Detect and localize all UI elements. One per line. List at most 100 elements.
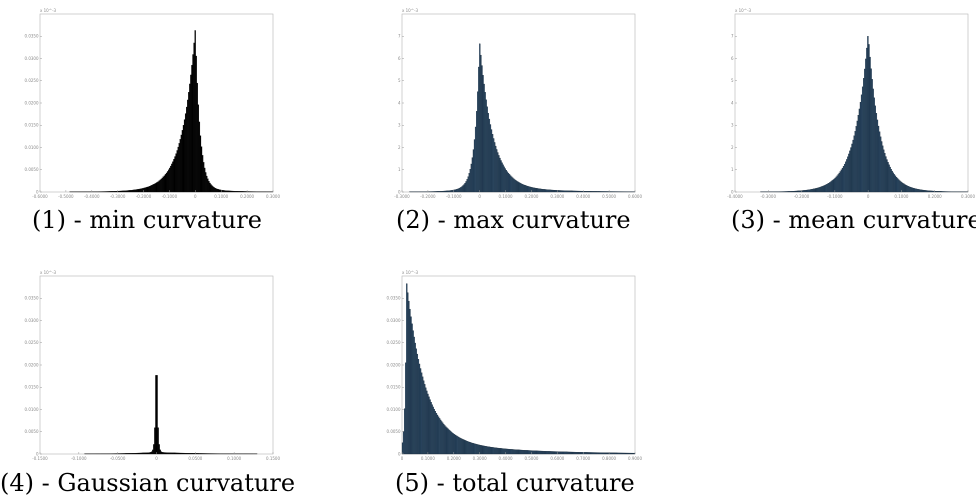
histogram-bar	[884, 153, 885, 192]
histogram-bar	[493, 447, 494, 454]
histogram-bar	[569, 191, 570, 192]
histogram-bar	[454, 190, 455, 192]
histogram-bar	[859, 109, 860, 192]
histogram-bar	[893, 173, 894, 192]
histogram-bar	[235, 191, 236, 192]
histogram-bar	[543, 189, 544, 192]
histogram-bar	[817, 188, 818, 192]
histogram-bar	[627, 453, 628, 454]
histogram-bar	[810, 189, 811, 192]
axis-exponent-label: x 10^-3	[40, 270, 57, 275]
histogram-bar	[610, 191, 611, 192]
histogram-bar	[159, 181, 160, 192]
histogram-bar	[162, 178, 163, 192]
histogram-bar	[945, 191, 946, 192]
histogram-bar	[204, 168, 205, 192]
histogram-bar	[508, 173, 509, 192]
histogram-bar	[523, 185, 524, 192]
histogram-bar	[537, 188, 538, 192]
histogram-bar	[580, 191, 581, 192]
histogram-bar	[585, 191, 586, 192]
histogram-bar	[135, 190, 136, 192]
x-tick-label: 0.4000	[499, 456, 513, 461]
histogram-bar	[588, 452, 589, 454]
histogram-bar	[442, 423, 443, 454]
histogram-bar	[839, 173, 840, 192]
histogram-bar	[137, 453, 138, 454]
histogram-bar	[564, 191, 565, 192]
histogram-bar	[795, 191, 796, 192]
histogram-bar	[451, 432, 452, 454]
y-tick-label: 0.0150	[25, 385, 39, 390]
y-tick-label: 4	[731, 100, 734, 105]
histogram-bar	[551, 190, 552, 192]
histogram-bar	[458, 189, 459, 192]
histogram-bar	[560, 452, 561, 454]
histogram-bar	[440, 191, 441, 192]
histogram-bar	[535, 188, 536, 192]
histogram-bar	[133, 453, 134, 454]
histogram-bar	[864, 69, 865, 192]
histogram-bar	[598, 453, 599, 454]
histogram-bar	[444, 425, 445, 454]
histogram-bar	[179, 453, 180, 454]
histogram-bar	[148, 453, 149, 454]
histogram-bar	[169, 168, 170, 192]
histogram-bar	[181, 135, 182, 192]
plot-frame	[402, 14, 635, 192]
histogram-bar	[403, 431, 404, 454]
histogram-bar	[918, 189, 919, 192]
histogram-bar	[460, 187, 461, 192]
histogram-bar	[786, 191, 787, 192]
histogram-bar	[940, 191, 941, 192]
histogram-bar	[546, 451, 547, 454]
histogram-bar	[470, 169, 471, 192]
histogram-bar	[935, 191, 936, 192]
histogram-bar	[602, 453, 603, 454]
histogram-bar	[143, 453, 144, 454]
x-tick-label: 0.7000	[576, 456, 590, 461]
histogram-bar	[136, 453, 137, 454]
histogram-bar	[540, 189, 541, 192]
x-tick-label: 0.9000	[628, 456, 642, 461]
histogram-bar	[606, 453, 607, 454]
histogram-bar	[477, 445, 478, 454]
histogram-bar	[173, 453, 174, 454]
histogram-bar	[788, 191, 789, 192]
histogram-bar	[158, 428, 159, 454]
histogram-bar	[519, 450, 520, 454]
histogram-bar	[474, 444, 475, 454]
x-tick-label: -0.3000	[110, 194, 126, 199]
histogram-bar	[119, 191, 120, 192]
histogram-bar	[242, 191, 243, 192]
histogram-bar	[876, 113, 877, 192]
histogram-bar	[204, 453, 205, 454]
histogram-bar	[499, 448, 500, 454]
histogram-bar	[785, 191, 786, 192]
histogram-bar	[144, 188, 145, 192]
histogram-bar	[434, 191, 435, 192]
histogram-bar	[485, 446, 486, 454]
histogram-bar	[577, 191, 578, 192]
histogram-bar	[589, 452, 590, 454]
histogram-bar	[495, 448, 496, 454]
histogram-bar	[171, 453, 172, 454]
histogram-bar	[630, 453, 631, 454]
histogram-bar	[516, 450, 517, 454]
histogram-bar	[507, 449, 508, 454]
histogram-bar	[633, 453, 634, 454]
x-tick-label: 0.0500	[188, 456, 202, 461]
histogram-bar	[207, 179, 208, 192]
histogram-bar	[526, 186, 527, 192]
y-tick-label: 0.0300	[25, 318, 39, 323]
histogram-bar	[197, 83, 198, 192]
histogram-bar	[578, 191, 579, 192]
histogram-bar	[563, 191, 564, 192]
histogram-bar	[481, 445, 482, 454]
histogram-bar	[438, 191, 439, 192]
histogram-bar	[517, 182, 518, 192]
histogram-bar	[556, 452, 557, 454]
histogram-bar	[505, 169, 506, 192]
histogram-bar	[414, 337, 415, 454]
